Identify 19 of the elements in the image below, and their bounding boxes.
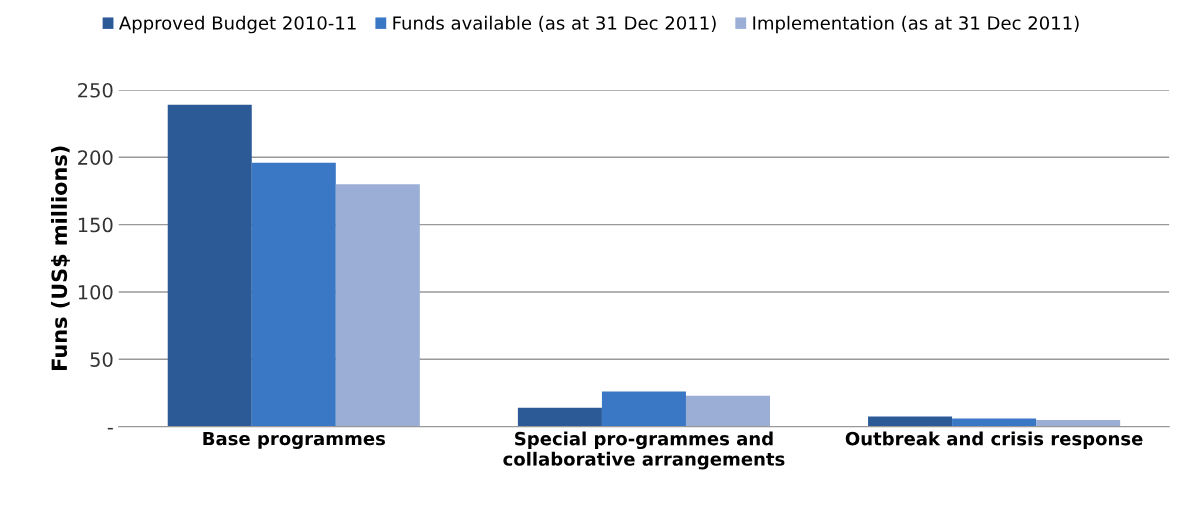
bar — [167, 104, 252, 427]
y-tick-label: 200 — [78, 150, 113, 165]
bar — [601, 391, 686, 427]
bar — [335, 184, 420, 427]
y-tick-label: 150 — [78, 217, 113, 233]
bar — [517, 407, 602, 427]
legend-label: Implementation (as at 31 Dec 2011) — [753, 15, 1079, 34]
y-tick-label: 100 — [78, 284, 113, 300]
y-tick-label: - — [107, 427, 113, 430]
y-axis-title: Funs (US$ millions) — [51, 146, 70, 370]
bar — [685, 395, 771, 427]
bar — [251, 162, 336, 427]
x-tick-label: Special pro-grammes and collaborative arrangements — [503, 431, 785, 470]
y-tick-label: 250 — [78, 82, 113, 98]
x-tick-label: Base programmes — [203, 431, 385, 449]
legend-label: Funds available (as at 31 Dec 2011) — [393, 15, 716, 32]
y-tick-label: 50 — [90, 352, 113, 367]
x-tick-label: Outbreak and crisis response — [845, 431, 1143, 449]
legend-label: Approved Budget 2010-11 — [119, 15, 356, 34]
